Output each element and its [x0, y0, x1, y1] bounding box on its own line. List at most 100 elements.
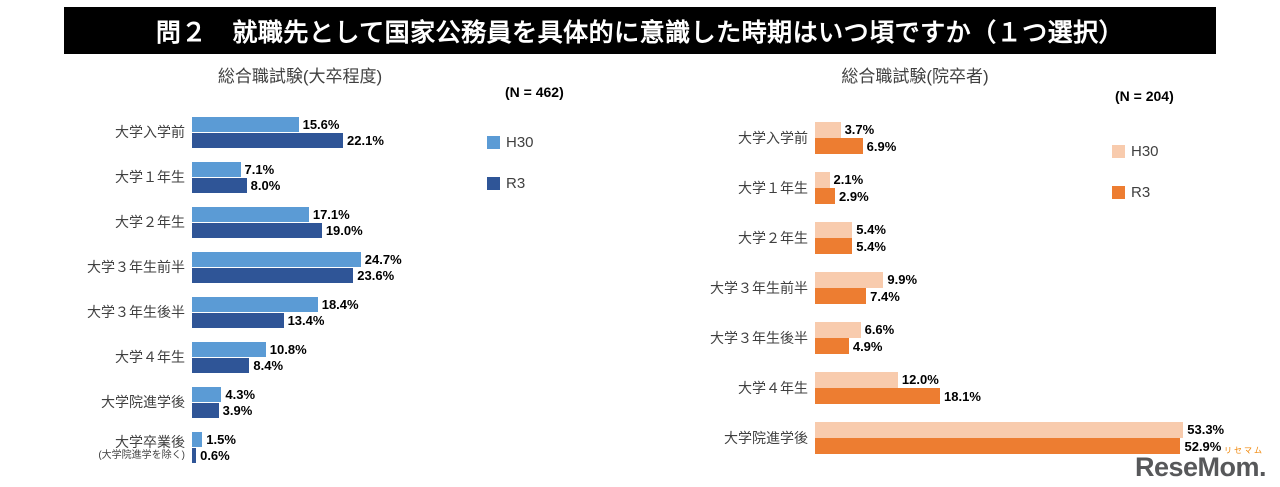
bar-row: 3.9% [192, 402, 255, 419]
bar-h30 [192, 252, 361, 268]
bar-group: 17.1% 19.0% [192, 207, 363, 238]
bar-row: 5.4% [815, 238, 886, 255]
bar-group: 6.6% 4.9% [815, 321, 895, 355]
value-label: 2.9% [839, 188, 869, 204]
bar-row: 19.0% [192, 222, 363, 239]
bar-r3 [815, 238, 853, 255]
bar-h30 [815, 121, 841, 138]
value-label: 17.1% [312, 207, 350, 223]
bar-row: 10.8% [192, 342, 307, 358]
value-label: 24.7% [364, 252, 402, 268]
bar-row: 2.9% [815, 188, 869, 205]
chart-panel-daisotsu: 総合職試験(大卒程度) (N = 462) 大学入学前 15.6% 22.1% 大学１… [0, 58, 640, 483]
value-label: 9.9% [887, 272, 918, 288]
bar-h30 [192, 207, 309, 223]
bar-group: 4.3% 3.9% [192, 387, 255, 418]
category-label-main: 大学卒業後 [115, 433, 185, 450]
category-row: 大学入学前 15.6% 22.1% [0, 110, 640, 155]
bar-r3 [192, 177, 247, 193]
legend-swatch-h30 [1112, 145, 1125, 158]
bar-h30 [815, 421, 1184, 438]
logo-furigana: リセマム [1224, 446, 1264, 455]
bar-row: 13.4% [192, 312, 359, 329]
value-label: 6.6% [864, 322, 895, 338]
bar-row: 4.3% [192, 387, 255, 403]
category-label: 大学院進学後 [724, 429, 808, 446]
category-label: 大学卒業後 (大学院進学を除く) [0, 434, 192, 462]
category-row: 大学４年生 10.8% 8.4% [0, 335, 640, 380]
value-label: 7.4% [870, 288, 900, 304]
category-row: 大学２年生 5.4% 5.4% [640, 213, 1280, 263]
value-label: 8.4% [253, 357, 284, 373]
bar-r3 [192, 312, 284, 328]
value-label: 10.8% [269, 342, 307, 358]
chart-rows: 大学入学前 15.6% 22.1% 大学１年生 7.1% 8.0% 大学２年生 17.1% 19… [0, 110, 640, 470]
value-label: 19.0% [325, 222, 363, 238]
bar-r3 [815, 388, 941, 405]
category-row: 大学１年生 7.1% 8.0% [0, 155, 640, 200]
bar-r3 [192, 357, 250, 373]
category-row: 大学３年生後半 6.6% 4.9% [640, 313, 1280, 363]
bar-row: 18.1% [815, 388, 981, 405]
value-label: 15.6% [302, 117, 340, 133]
bar-r3 [815, 138, 863, 155]
bar-h30 [815, 221, 853, 238]
category-row: 大学入学前 3.7% 6.9% [640, 113, 1280, 163]
bar-row: 8.4% [192, 357, 307, 374]
value-label: 3.7% [844, 122, 875, 138]
bar-r3 [815, 438, 1181, 455]
bar-h30 [815, 271, 884, 288]
category-row: 大学４年生 12.0% 18.1% [640, 363, 1280, 413]
legend-swatch-h30 [487, 136, 500, 149]
value-label: 0.6% [200, 447, 230, 463]
bar-r3 [192, 267, 354, 283]
value-label: 8.0% [250, 177, 281, 193]
bar-group: 15.6% 22.1% [192, 117, 384, 148]
bar-row: 22.1% [192, 132, 384, 149]
bar-h30 [815, 321, 861, 338]
legend-swatch-r3 [1112, 186, 1125, 199]
bar-group: 1.5% 0.6% [192, 432, 236, 463]
category-label: 大学１年生 [115, 169, 185, 186]
bar-h30 [815, 371, 898, 388]
bar-r3 [815, 338, 849, 355]
bar-row: 12.0% [815, 371, 981, 389]
legend-item-h30: H30 [487, 134, 534, 151]
category-label-sub: (大学院進学を除く) [98, 449, 185, 461]
bar-group: 53.3% 52.9% [815, 421, 1224, 455]
bar-r3 [815, 188, 836, 205]
bar-r3 [815, 288, 867, 305]
chart-rows: 大学入学前 3.7% 6.9% 大学１年生 2.1% 2.9% 大学２年生 5.4% 5.4% 大… [640, 113, 1280, 463]
bar-h30 [815, 171, 830, 188]
category-label: 大学３年生前半 [710, 279, 808, 296]
bar-group: 12.0% 18.1% [815, 371, 981, 405]
bar-group: 18.4% 13.4% [192, 297, 359, 328]
resemom-logo: リセマム ReseMom. [1135, 447, 1267, 481]
bar-h30 [192, 117, 299, 133]
category-label: 大学２年生 [115, 214, 185, 231]
bar-group: 3.7% 6.9% [815, 121, 896, 155]
legend-item-r3: R3 [1112, 184, 1159, 201]
bar-row: 0.6% [192, 447, 236, 464]
bar-row: 3.7% [815, 121, 896, 139]
bar-r3 [192, 447, 197, 463]
value-label: 4.3% [225, 387, 256, 403]
bar-row: 7.4% [815, 288, 917, 305]
bar-row: 1.5% [192, 432, 236, 448]
category-label: 大学１年生 [738, 179, 808, 196]
value-label: 52.9% [1184, 438, 1222, 454]
legend-swatch-r3 [487, 177, 500, 190]
question-title: 問２ 就職先として国家公務員を具体的に意識した時期はいつ頃ですか（１つ選択） [155, 18, 1125, 47]
bar-h30 [192, 297, 318, 313]
bar-row: 8.0% [192, 177, 281, 194]
bar-group: 24.7% 23.6% [192, 252, 402, 283]
value-label: 4.9% [852, 338, 883, 354]
chart-panel-insotsu: 総合職試験(院卒者) (N = 204) 大学入学前 3.7% 6.9% 大学１年生 2… [640, 58, 1280, 483]
bar-r3 [192, 222, 322, 238]
bar-h30 [192, 342, 266, 358]
value-label: 22.1% [347, 132, 384, 148]
bar-row: 24.7% [192, 252, 402, 268]
value-label: 5.4% [856, 222, 886, 238]
bar-group: 10.8% 8.4% [192, 342, 307, 373]
value-label: 1.5% [206, 432, 236, 448]
